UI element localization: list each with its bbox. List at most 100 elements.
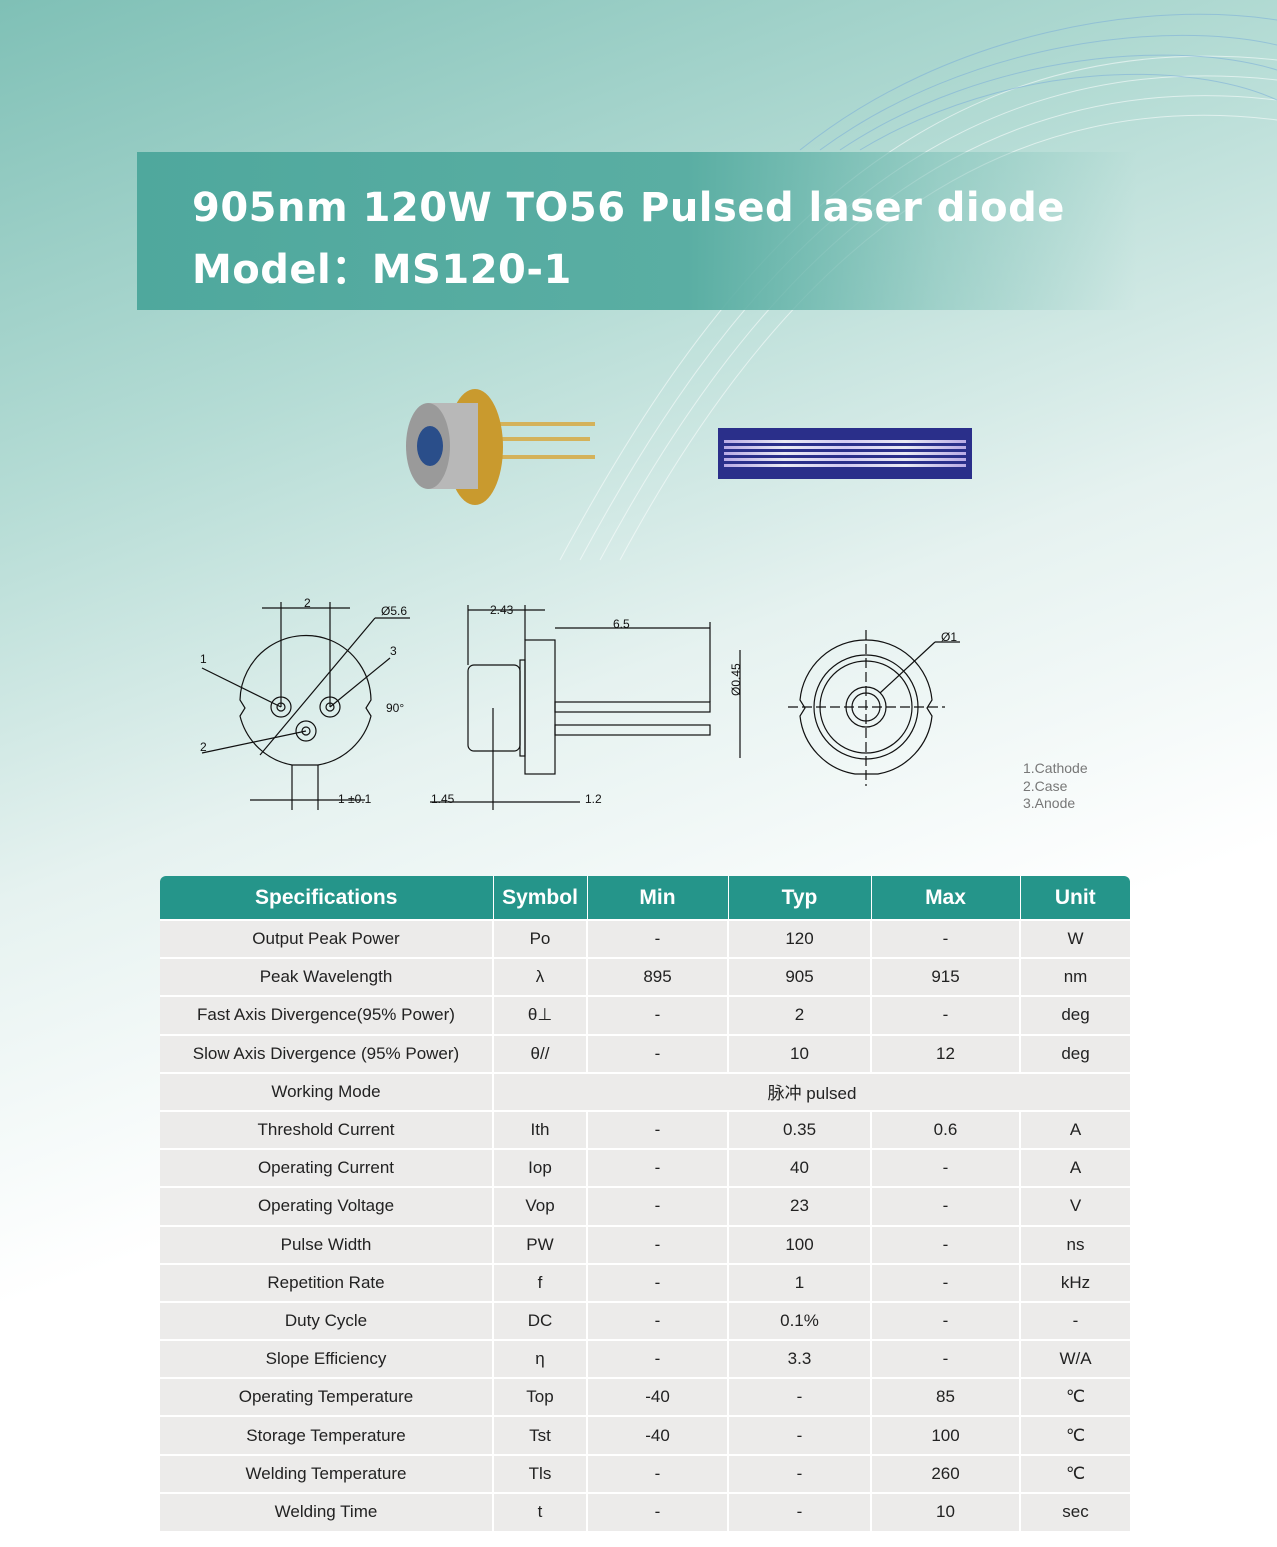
table-row: Repetition Rate f -1- kHz: [160, 1262, 1130, 1302]
table-cell: -: [587, 1224, 729, 1264]
table-cell: Working Mode: [160, 1071, 494, 1111]
dim-key-width: 1 ±0.1: [338, 792, 372, 806]
table-cell: -: [871, 1224, 1021, 1264]
table-cell: Peak Wavelength: [160, 957, 494, 997]
table-cell: Storage Temperature: [160, 1415, 494, 1455]
table-cell: 100: [871, 1415, 1021, 1455]
table-cell: Ith: [493, 1109, 588, 1150]
dim-diameter: Ø5.6: [381, 604, 407, 618]
table-cell: Vop: [493, 1186, 588, 1226]
table-cell: -40: [587, 1415, 729, 1455]
table-cell: -40: [587, 1377, 729, 1417]
table-cell: θ//: [493, 1033, 588, 1073]
table-cell: A: [1020, 1148, 1130, 1188]
table-cell: -: [871, 918, 1021, 959]
table-row: Peak Wavelength λ 895 905 915 nm: [160, 957, 1130, 997]
specifications-table: Specifications Symbol Min Typ Max Unit Output…: [160, 876, 1130, 1531]
table-cell: Operating Temperature: [160, 1377, 494, 1417]
table-cell: Operating Current: [160, 1148, 494, 1188]
pin-1-label: 1: [200, 652, 207, 666]
table-cell: 260: [871, 1453, 1021, 1493]
table-cell: 23: [728, 1186, 872, 1226]
table-cell: t: [493, 1491, 588, 1531]
dim-angle: 90°: [386, 701, 404, 715]
table-cell: Slow Axis Divergence (95% Power): [160, 1033, 494, 1073]
table-cell: -: [587, 1186, 729, 1226]
column-header: Min: [587, 876, 729, 920]
table-cell: 100: [728, 1224, 872, 1264]
table-cell: ℃: [1020, 1415, 1130, 1455]
table-cell: -: [587, 1453, 729, 1493]
pin-3-label: 3: [390, 644, 397, 658]
table-cell: -: [587, 1033, 729, 1073]
table-cell: W: [1020, 918, 1130, 959]
table-row: Storage Temperature Tst -40-100 ℃: [160, 1415, 1130, 1455]
pin-legend-item: 2.Case: [1023, 777, 1068, 794]
table-cell: Repetition Rate: [160, 1262, 494, 1302]
table-row: Fast Axis Divergence(95% Power) θ⊥ -2- deg: [160, 995, 1130, 1035]
table-row: Welding Temperature Tls - -260 ℃: [160, 1453, 1130, 1493]
table-cell: -: [587, 1109, 729, 1150]
model-number: Model：MS120-1: [192, 247, 572, 293]
column-header: Typ: [728, 876, 872, 920]
table-cell: 1: [728, 1262, 872, 1302]
table-cell: -: [587, 995, 729, 1035]
table-cell: 0.35: [728, 1109, 872, 1150]
table-cell: η: [493, 1339, 588, 1379]
table-cell: ℃: [1020, 1377, 1130, 1417]
column-header: Unit: [1020, 876, 1130, 920]
table-cell: sec: [1020, 1491, 1130, 1531]
table-cell: -: [871, 1148, 1021, 1188]
table-cell: -: [871, 1262, 1021, 1302]
product-title: 905nm 120W TO56 Pulsed laser diode: [192, 185, 1065, 231]
pin-2-label: 2: [200, 740, 207, 754]
table-cell: -: [587, 1262, 729, 1302]
table-cell: 120: [728, 918, 872, 959]
table-cell: λ: [493, 957, 588, 997]
pin-legend: 1.Cathode 2.Case 3.Anode: [1023, 760, 1088, 813]
table-row: Operating Voltage Vop -23- V: [160, 1186, 1130, 1226]
table-cell: 12: [871, 1033, 1021, 1073]
table-cell: -: [728, 1377, 872, 1417]
table-cell: 0.1%: [728, 1300, 872, 1341]
table-row: Duty Cycle DC -0.1% - -: [160, 1300, 1130, 1341]
table-cell: ns: [1020, 1224, 1130, 1264]
dim-lead-diameter: Ø0.45: [729, 663, 743, 696]
table-cell: 2: [728, 995, 872, 1035]
table-cell: -: [871, 1186, 1021, 1226]
table-cell: 0.6: [871, 1109, 1021, 1150]
table-cell: -: [587, 1148, 729, 1188]
table-cell: Pulse Width: [160, 1224, 494, 1264]
table-cell: 10: [871, 1491, 1021, 1531]
table-cell: 905: [728, 957, 872, 997]
table-cell: ℃: [1020, 1453, 1130, 1493]
table-cell: Slope Efficiency: [160, 1339, 494, 1379]
laser-diode-photo: [406, 389, 595, 505]
table-cell: -: [587, 1491, 729, 1531]
table-cell: -: [728, 1415, 872, 1455]
table-cell: -: [587, 1300, 729, 1341]
table-cell: -: [728, 1453, 872, 1493]
table-cell: -: [1020, 1300, 1130, 1341]
table-cell: 10: [728, 1033, 872, 1073]
table-cell: PW: [493, 1224, 588, 1264]
table-cell: Po: [493, 918, 588, 959]
table-cell: -: [871, 1339, 1021, 1379]
table-cell: -: [587, 1339, 729, 1379]
table-cell: kHz: [1020, 1262, 1130, 1302]
table-cell: 895: [587, 957, 729, 997]
table-cell: Threshold Current: [160, 1109, 494, 1150]
table-row: Operating Temperature Top -40-85 ℃: [160, 1377, 1130, 1417]
table-cell: 85: [871, 1377, 1021, 1417]
pin-legend-item: 1.Cathode: [1023, 760, 1088, 776]
table-cell: nm: [1020, 957, 1130, 997]
dim-flange: 1.2: [585, 792, 602, 806]
dim-lead-length: 6.5: [613, 617, 630, 631]
table-cell: f: [493, 1262, 588, 1302]
table-cell: -: [728, 1491, 872, 1531]
table-cell: Top: [493, 1377, 588, 1417]
table-cell: V: [1020, 1186, 1130, 1226]
table-row: Working Mode 脉冲 pulsed: [160, 1071, 1130, 1111]
table-cell: Tls: [493, 1453, 588, 1493]
table-cell: θ⊥: [493, 995, 588, 1035]
